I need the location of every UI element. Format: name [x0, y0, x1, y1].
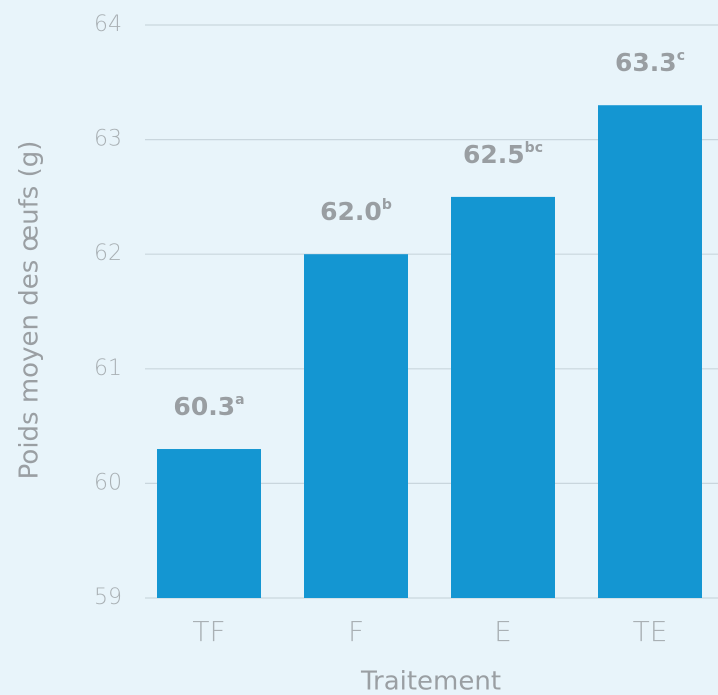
y-tick-label: 60: [94, 470, 122, 495]
x-tick-label: TF: [192, 615, 225, 648]
y-tick-label: 59: [94, 585, 122, 610]
bar: [451, 196, 555, 598]
value-text: 62.5: [463, 140, 525, 169]
value-text: 60.3: [173, 392, 235, 421]
significance-letter: c: [677, 48, 685, 64]
value-label: 63.3c: [615, 48, 685, 77]
x-tick-label: TE: [633, 615, 668, 648]
y-tick-label: 63: [94, 127, 122, 152]
value-label: 62.5bc: [463, 140, 543, 169]
y-tick-label: 62: [94, 241, 122, 266]
bar: [598, 105, 702, 598]
bar: [304, 254, 408, 598]
bar: [157, 449, 261, 598]
significance-letter: b: [382, 197, 392, 213]
y-tick-label: 61: [94, 356, 122, 381]
value-label: 60.3a: [173, 392, 244, 421]
x-tick-label: F: [348, 615, 364, 648]
value-label: 62.0b: [320, 197, 392, 226]
x-axis-title: Traitement: [360, 667, 501, 695]
value-text: 62.0: [320, 197, 382, 226]
value-text: 63.3: [615, 48, 677, 77]
y-axis-title: Poids moyen des œufs (g): [15, 141, 45, 480]
significance-letter: bc: [525, 140, 543, 156]
significance-letter: a: [235, 392, 244, 408]
y-tick-label: 64: [94, 12, 122, 37]
x-tick-label: E: [494, 615, 512, 648]
